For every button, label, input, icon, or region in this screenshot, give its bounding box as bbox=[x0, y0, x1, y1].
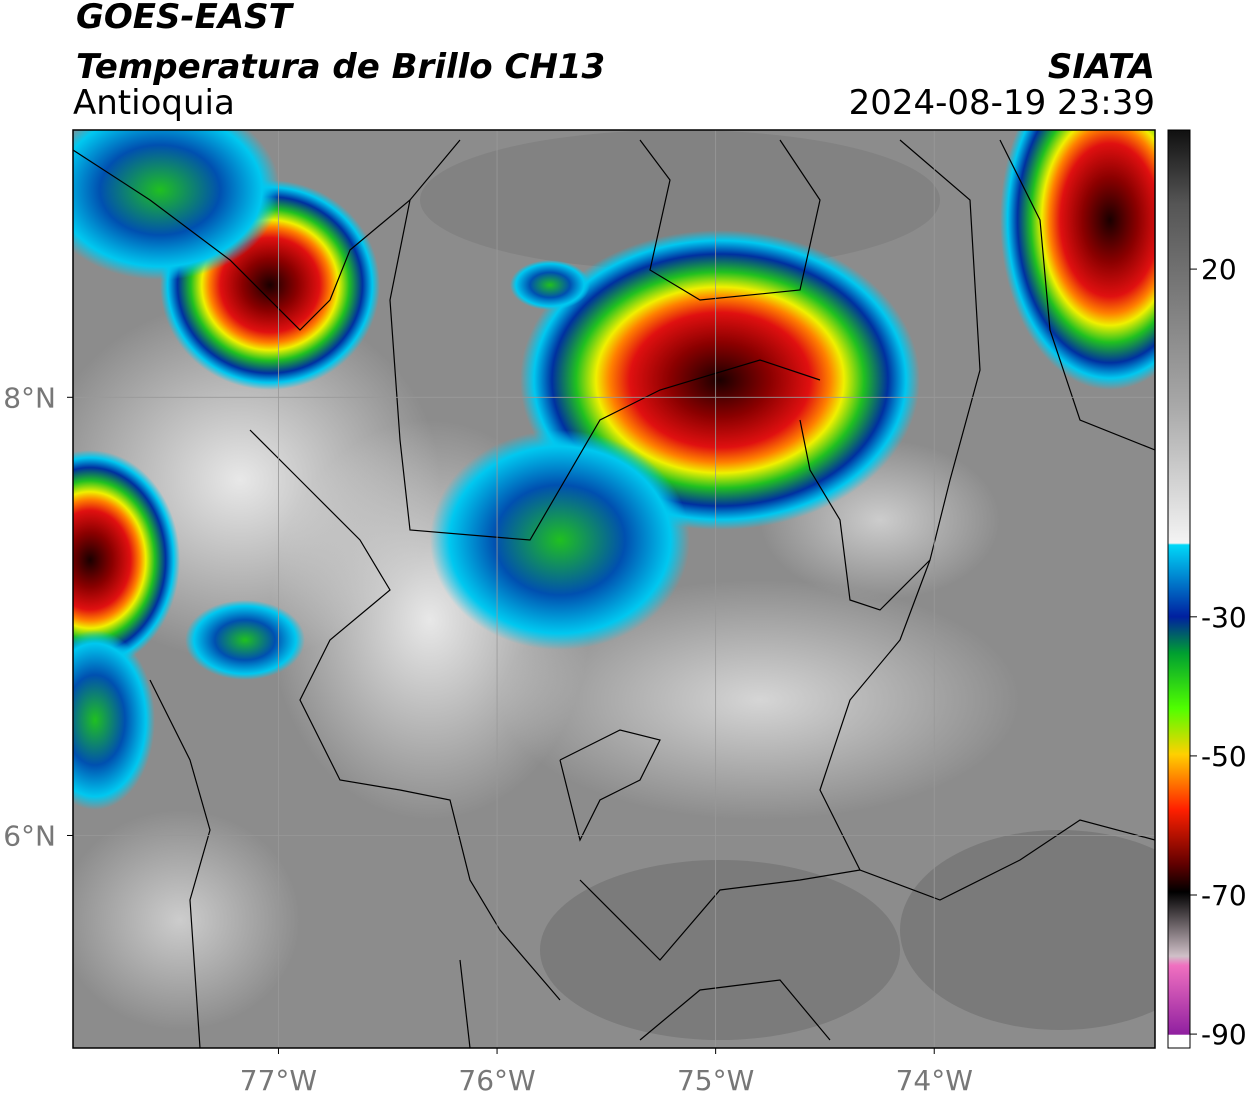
satellite-title: GOES-EAST bbox=[76, 0, 295, 37]
map-frame bbox=[72, 129, 1156, 1049]
region-label: Antioquia bbox=[73, 83, 235, 123]
colorbar bbox=[1167, 129, 1191, 1049]
product-title: Temperatura de Brillo CH13 bbox=[76, 47, 605, 87]
y-tick-label: 6°N bbox=[3, 819, 56, 852]
grid bbox=[73, 130, 1155, 1048]
satellite-image bbox=[73, 130, 1155, 1048]
source-label: SIATA bbox=[1048, 47, 1155, 87]
x-tick-label: 77°W bbox=[240, 1064, 317, 1097]
y-tick-label: 8°N bbox=[3, 381, 56, 414]
colorbar-tick-label: -50 bbox=[1201, 740, 1247, 773]
x-tick-label: 75°W bbox=[677, 1064, 754, 1097]
colorbar-tick-label: -90 bbox=[1201, 1018, 1247, 1051]
x-tick-label: 74°W bbox=[896, 1064, 973, 1097]
x-tick-label: 76°W bbox=[458, 1064, 535, 1097]
colorbar-tick-label: -70 bbox=[1201, 879, 1247, 912]
datetime-label: 2024-08-19 23:39 bbox=[849, 83, 1155, 123]
colorbar-tick-label: -30 bbox=[1201, 601, 1247, 634]
colorbar-tick-label: 20 bbox=[1201, 253, 1237, 286]
